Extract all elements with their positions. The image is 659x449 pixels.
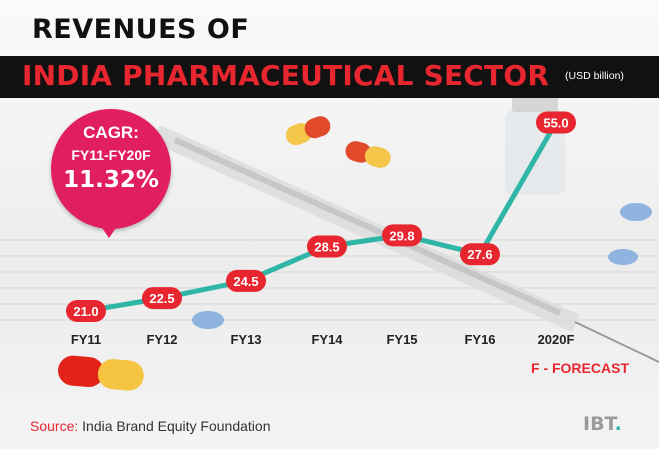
data-point-FY11: 21.0 [66,300,106,322]
callout-pointer [98,222,120,238]
x-tick-label: FY13 [230,332,261,347]
cagr-period: FY11-FY20F [71,147,151,163]
x-tick-label: FY14 [311,332,343,347]
data-marker [66,300,106,322]
data-marker [536,111,576,134]
title-line-1: REVENUES OF [32,14,250,45]
cagr-value: 11.32% [63,167,159,193]
source-text: India Brand Equity Foundation [78,418,271,434]
data-label: 22.5 [149,291,174,306]
cagr-label: CAGR: [83,123,139,142]
x-tick-label: FY15 [386,332,417,347]
title-line-2: INDIA PHARMACEUTICAL SECTOR [22,59,550,92]
forecast-note: F - FORECAST [531,360,629,376]
data-label: 21.0 [73,304,98,319]
data-point-FY12: 22.5 [142,287,182,310]
data-label: 55.0 [543,116,568,131]
data-point-FY16: 27.6 [460,243,500,266]
x-tick-label: FY16 [464,332,495,347]
ibt-logo: IBT. [583,413,622,435]
syringe-illustration [152,125,659,363]
data-label: 27.6 [467,247,492,262]
logo-text: IBT [583,413,615,435]
x-tick-label: FY11 [71,332,101,347]
source-label: Source: [30,418,79,434]
data-label: 28.5 [314,240,339,255]
data-point-FY14: 28.5 [307,235,347,258]
x-tick-label: FY12 [146,332,177,347]
unit-label: (USD billion) [565,70,624,82]
data-point-FY13: 24.5 [226,269,266,292]
cagr-callout: CAGR: FY11-FY20F 11.32% [51,109,171,229]
title-bar [0,56,659,98]
data-marker [226,269,266,292]
data-label: 29.8 [389,228,414,243]
data-point-FY15: 29.8 [382,224,422,247]
data-marker [382,224,422,247]
source-line: Source: India Brand Equity Foundation [30,418,271,434]
logo-dot: . [614,413,622,435]
data-marker [307,235,347,258]
pill-illustrations [58,116,652,391]
data-label: 24.5 [233,274,258,289]
x-tick-label: 2020F [538,332,575,347]
data-marker [142,287,182,310]
data-marker [460,243,500,266]
data-point-2020F: 55.0 [536,111,576,134]
